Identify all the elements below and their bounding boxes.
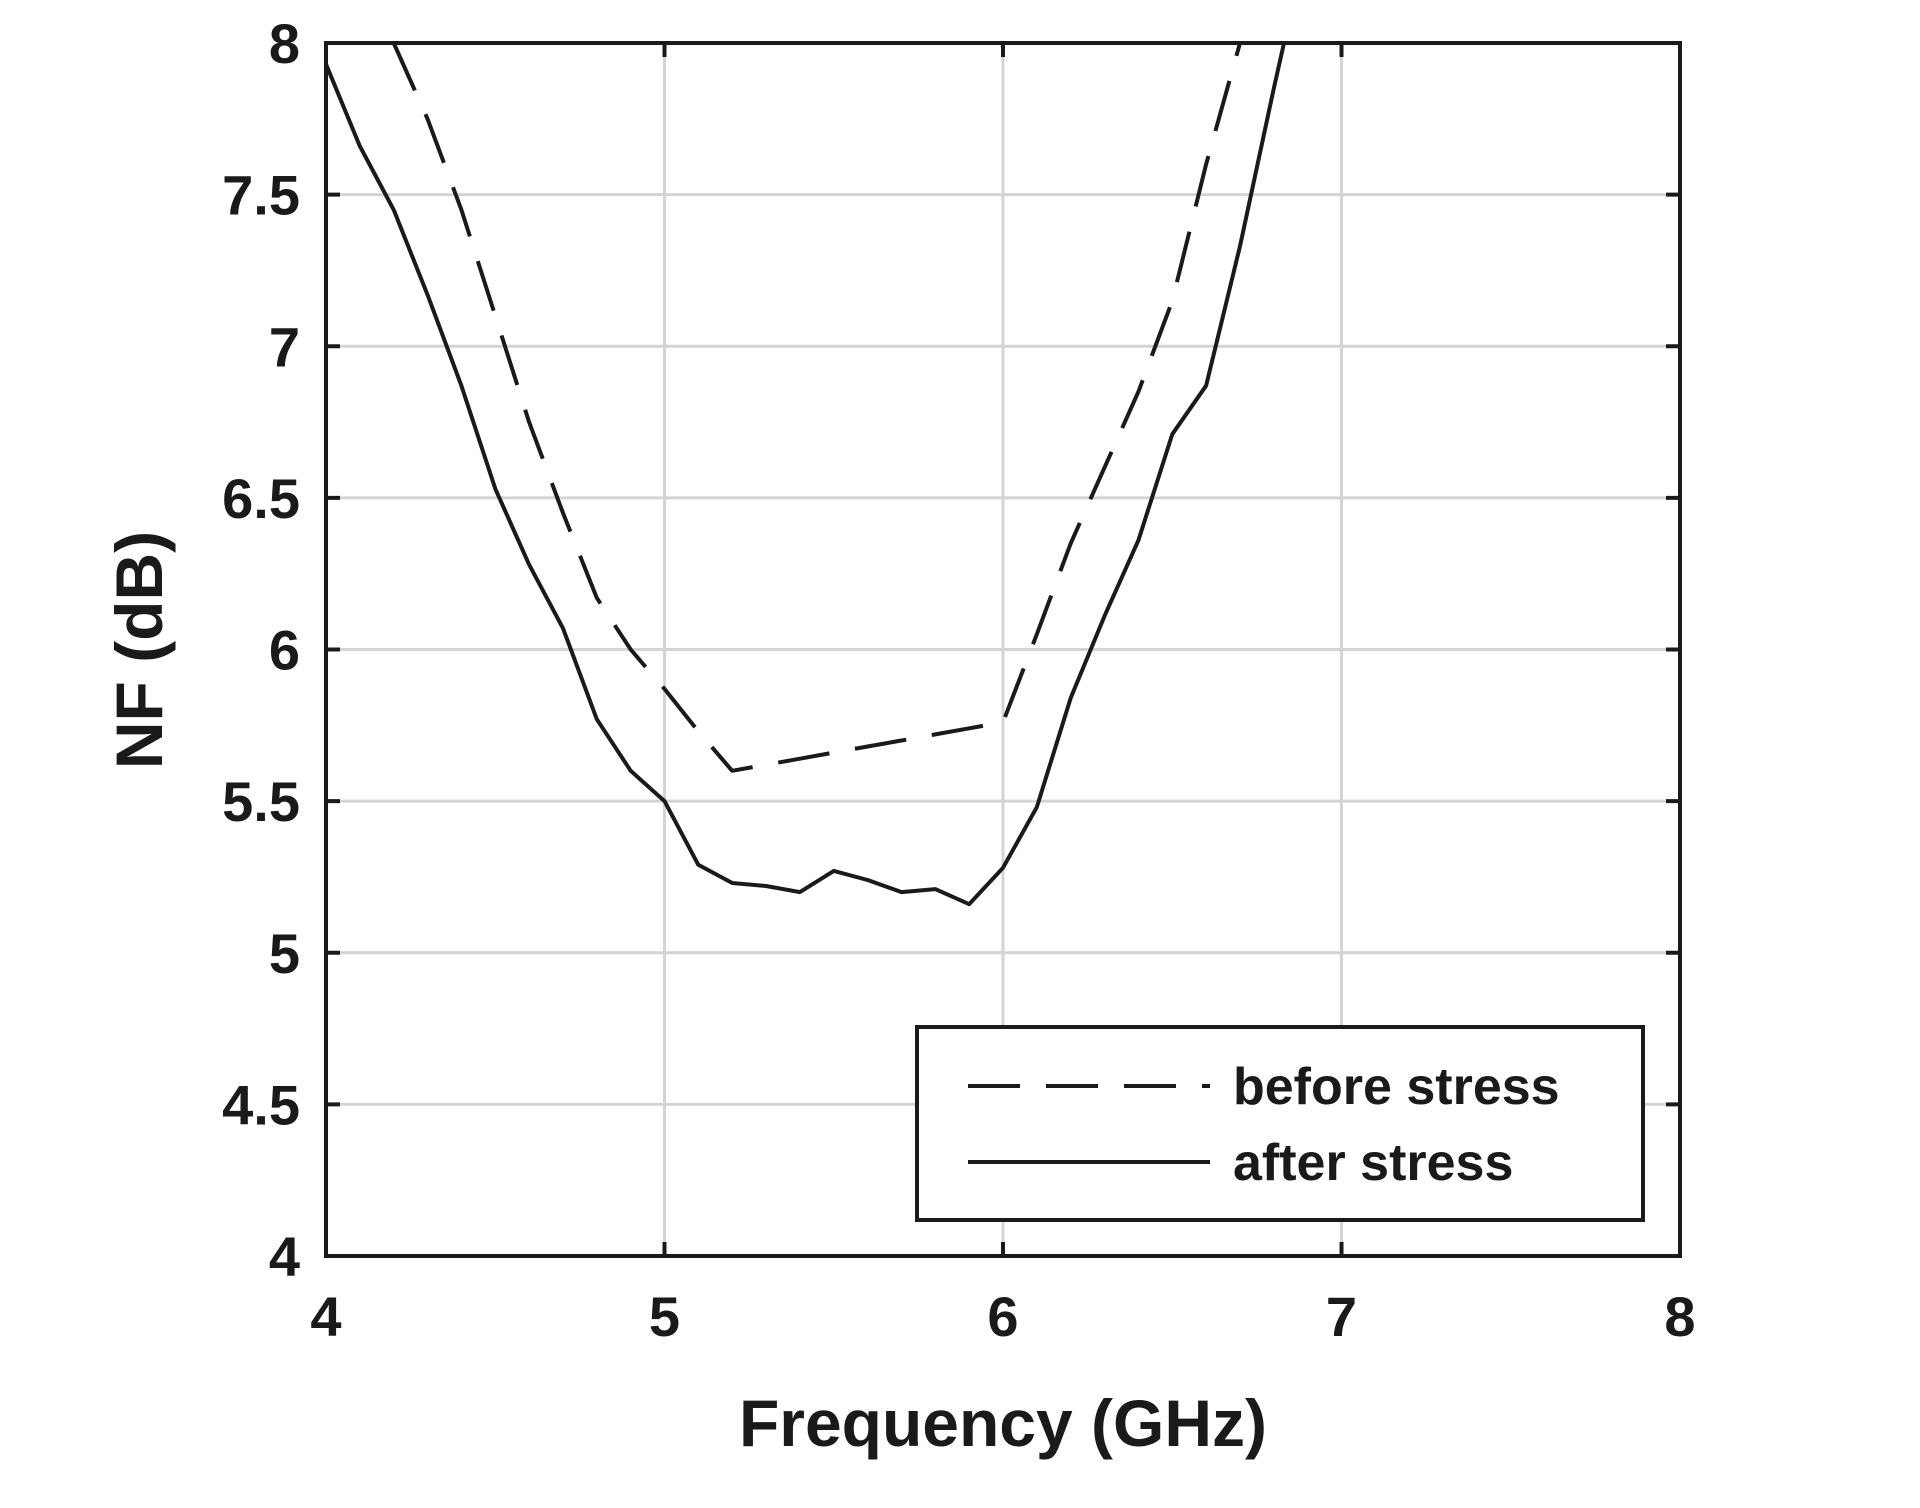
series-line-before-stress: [391, 42, 1242, 773]
y-tick-label: 7: [269, 315, 300, 378]
legend-label-before-stress: before stress: [1233, 1058, 1560, 1116]
y-tick-label: 8: [269, 12, 300, 75]
y-tick-label: 5: [269, 922, 300, 985]
legend-box: [915, 1025, 1645, 1222]
x-tick-label: 6: [987, 1285, 1018, 1348]
x-axis-label: Frequency (GHz): [739, 1386, 1267, 1460]
x-tick-label: 4: [310, 1285, 341, 1348]
series-layer: [324, 42, 1286, 907]
y-tick-label: 7.5: [222, 164, 300, 227]
y-tick-label: 4.5: [222, 1073, 300, 1136]
x-tick-label: 5: [649, 1285, 680, 1348]
series-line-after-stress: [324, 42, 1286, 907]
y-axis-label: NF (dB): [102, 531, 176, 769]
y-tick-label: 6: [269, 619, 300, 682]
y-tick-label: 5.5: [222, 770, 300, 833]
x-tick-label: 7: [1326, 1285, 1357, 1348]
legend-label-after-stress: after stress: [1233, 1134, 1513, 1192]
y-tick-label: 4: [269, 1225, 300, 1288]
ticks: 4 5 6 7 8 4 4.5 5 5.5 6 6.5 7 7.5 8: [222, 12, 1695, 1348]
legend: before stress after stress: [915, 1025, 1645, 1222]
y-tick-label: 6.5: [222, 467, 300, 530]
x-tick-label: 8: [1664, 1285, 1695, 1348]
